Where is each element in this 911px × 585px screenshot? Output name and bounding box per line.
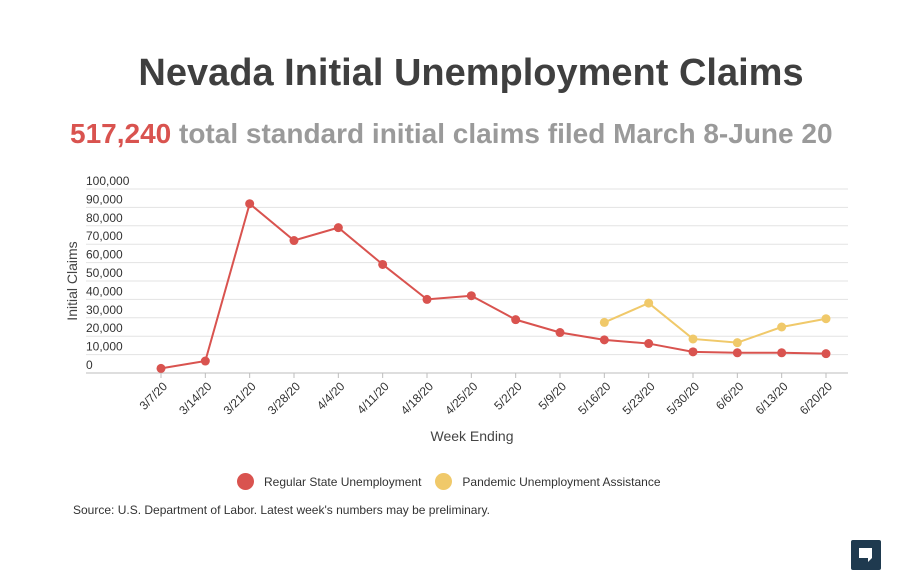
- x-tick-label: 3/28/20: [265, 379, 303, 417]
- x-tick-label: 5/2/20: [491, 379, 525, 413]
- x-tick-label: 6/20/20: [797, 379, 835, 417]
- y-axis-title: Initial Claims: [64, 241, 80, 320]
- x-tick-label: 3/14/20: [176, 379, 214, 417]
- y-tick-label: 90,000: [86, 192, 123, 206]
- line-chart: 0 10,000 20,000 30,000 40,000 50,000 60,000 70,…: [64, 174, 848, 444]
- y-tick-label: 100,000: [86, 174, 130, 188]
- chart-subtitle: 517,240 total standard initial claims fi…: [70, 118, 833, 150]
- y-tick-label: 10,000: [86, 340, 123, 354]
- x-tick-label: 4/25/20: [442, 379, 480, 417]
- x-tick-label: 4/18/20: [398, 379, 436, 417]
- y-tick-label: 40,000: [86, 284, 123, 298]
- data-point-series-0: [378, 259, 388, 269]
- data-point-series-0: [732, 348, 742, 358]
- source-note: Source: U.S. Department of Labor. Latest…: [73, 503, 490, 517]
- y-tick-label: 20,000: [86, 321, 123, 335]
- subtitle-text: total standard initial claims filed Marc…: [179, 118, 833, 149]
- data-point-series-0: [200, 356, 210, 366]
- x-tick-label: 5/30/20: [664, 379, 702, 417]
- data-point-series-1: [777, 322, 787, 332]
- legend-item-regular: Regular State Unemployment: [237, 473, 421, 490]
- data-point-series-0: [333, 223, 343, 233]
- data-point-series-0: [555, 328, 565, 338]
- x-tick-label: 3/7/20: [137, 379, 171, 413]
- data-point-series-1: [688, 334, 698, 344]
- x-tick-label: 4/4/20: [314, 379, 348, 413]
- chart-title: Nevada Initial Unemployment Claims: [138, 52, 804, 94]
- data-point-series-1: [821, 314, 831, 324]
- legend-label-regular: Regular State Unemployment: [264, 474, 422, 489]
- x-tick-label: 5/23/20: [620, 379, 658, 417]
- data-point-series-0: [644, 339, 654, 349]
- x-tick-label: 5/9/20: [536, 379, 570, 413]
- data-point-series-0: [511, 315, 521, 325]
- x-tick-label: 4/11/20: [354, 379, 392, 417]
- subtitle-total-number: 517,240: [70, 118, 172, 149]
- y-tick-label: 80,000: [86, 211, 123, 225]
- x-axis-title: Week Ending: [430, 428, 513, 444]
- y-tick-label: 50,000: [86, 266, 123, 280]
- data-point-series-1: [732, 338, 742, 348]
- legend-item-pandemic: Pandemic Unemployment Assistance: [435, 473, 661, 490]
- data-point-series-0: [777, 348, 787, 358]
- data-point-series-0: [245, 199, 255, 209]
- nevada-independent-logo-icon: [851, 540, 881, 570]
- x-tick-label: 3/21/20: [221, 379, 259, 417]
- x-tick-label: 6/13/20: [753, 379, 791, 417]
- y-tick-label: 0: [86, 358, 93, 372]
- data-point-series-0: [156, 363, 166, 373]
- x-tick-label: 5/16/20: [575, 379, 613, 417]
- data-point-series-0: [466, 291, 476, 301]
- data-point-series-1: [644, 298, 654, 308]
- series-line-0: [160, 201, 827, 370]
- series-line-1: [603, 301, 827, 344]
- data-point-series-0: [821, 349, 831, 359]
- data-point-series-0: [422, 294, 432, 304]
- chart-legend: Regular State Unemployment Pandemic Unem…: [237, 473, 675, 490]
- data-point-series-0: [289, 236, 299, 246]
- data-point-series-0: [599, 335, 609, 345]
- x-tick-label: 6/6/20: [713, 379, 747, 413]
- y-tick-label: 70,000: [86, 229, 123, 243]
- legend-label-pandemic: Pandemic Unemployment Assistance: [462, 474, 661, 489]
- y-tick-label: 60,000: [86, 248, 123, 262]
- y-tick-label: 30,000: [86, 303, 123, 317]
- data-point-series-1: [599, 317, 609, 327]
- logo-mark-icon: [859, 548, 872, 562]
- legend-dot-regular: [237, 473, 254, 490]
- legend-dot-pandemic: [435, 473, 453, 490]
- data-point-series-0: [688, 347, 698, 357]
